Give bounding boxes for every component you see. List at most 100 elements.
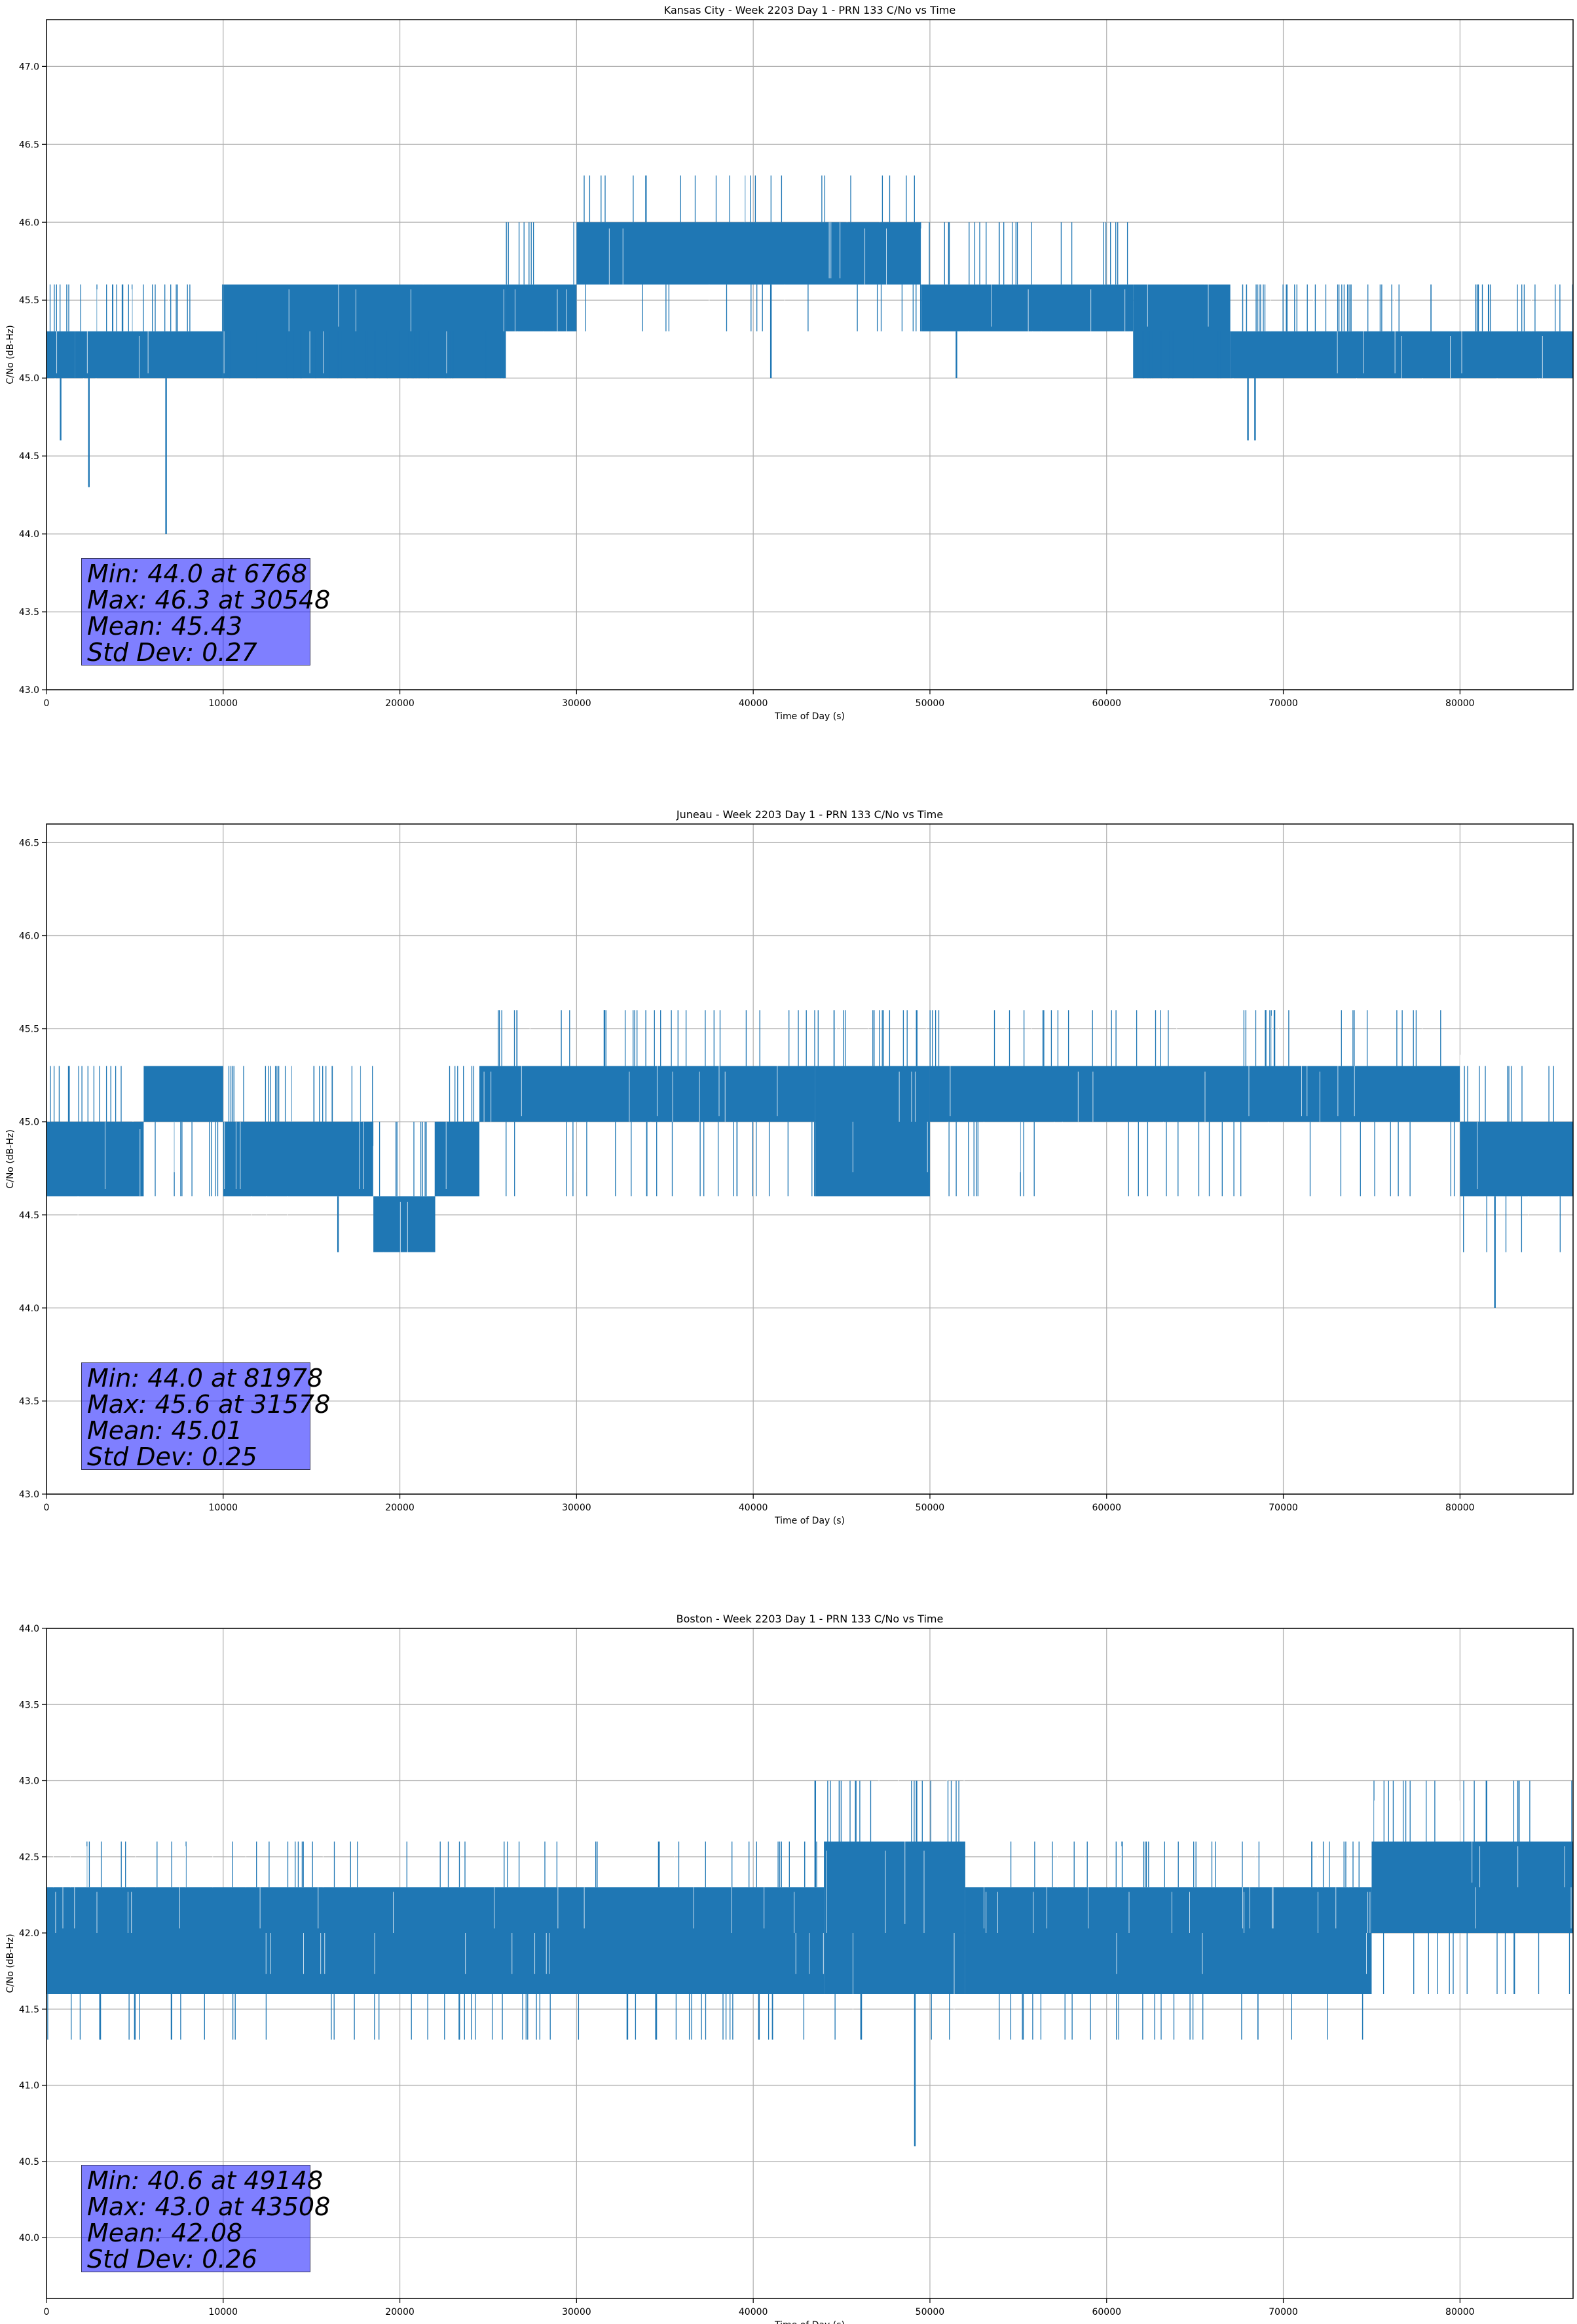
x-tick-label: 60000 [1092, 698, 1121, 709]
x-tick-label: 10000 [209, 2307, 238, 2317]
series-gap [608, 166, 921, 341]
y-tick-label: 43.5 [19, 1700, 39, 1710]
x-tick-label: 60000 [1092, 2307, 1121, 2317]
axes-frame [46, 823, 1574, 1495]
stats-box-boston: Min: 40.6 at 49148 Max: 43.0 at 43508 Me… [81, 2165, 331, 2274]
series-line [155, 1121, 219, 1197]
chart-boston: 0 10000 20000 30000 40000 50000 60000 70000 8000… [5, 1613, 1574, 2324]
series-band [815, 1066, 930, 1197]
series-line [498, 1010, 815, 1197]
chart-title: Juneau - Week 2203 Day 1 - PRN 133 C/No … [676, 808, 943, 821]
series-band [223, 284, 506, 379]
stat-mean: Mean: 42.08 [87, 2219, 243, 2247]
series-gap [83, 289, 169, 421]
chart-title: Boston - Week 2203 Day 1 - PRN 133 C/No … [677, 1613, 944, 1625]
series-band [435, 1121, 479, 1197]
series-band [506, 284, 577, 331]
series-line [49, 284, 69, 331]
x-tick-label: 70000 [1269, 1503, 1298, 1513]
series-line [1142, 331, 1221, 379]
chart-title: Kansas City - Week 2203 Day 1 - PRN 133 … [664, 4, 955, 16]
y-tick-label: 45.5 [19, 295, 39, 306]
y-tick-label: 44.0 [19, 529, 39, 540]
series-band [46, 1121, 144, 1197]
y-tick-label: 47.0 [19, 62, 39, 72]
x-tick-label: 60000 [1092, 1503, 1121, 1513]
series-band [75, 331, 223, 379]
y-tick-label: 46.5 [19, 838, 39, 848]
x-axis-label: Time of Day (s) [774, 2320, 845, 2324]
x-tick-label: 80000 [1445, 2307, 1475, 2317]
series-gap [1460, 1055, 1559, 1264]
series-gap [54, 331, 58, 421]
series-line [929, 222, 1128, 285]
y-axis: 43.0 43.5 44.0 44.5 45.0 45.5 46.0 46.5 47.0 [19, 62, 46, 696]
series-trace [46, 1010, 1573, 1308]
series-gap [483, 1015, 789, 1172]
y-tick-label: 41.0 [19, 2081, 39, 2091]
y-tick-label: 43.0 [19, 685, 39, 696]
stat-max: Max: 46.3 at 30548 [87, 586, 331, 614]
y-tick-label: 43.0 [19, 1490, 39, 1500]
stat-max: Max: 43.0 at 43508 [87, 2192, 331, 2221]
series-band [143, 1066, 223, 1122]
y-tick-label: 43.5 [19, 607, 39, 618]
x-tick-label: 20000 [385, 1503, 415, 1513]
y-tick-label: 46.0 [19, 217, 39, 228]
series-gap [948, 1015, 1422, 1172]
y-tick-label: 45.0 [19, 373, 39, 384]
y-axis-label: C/No (dB-Hz) [5, 1934, 16, 1993]
stat-min: Min: 44.0 at 81978 [87, 1364, 324, 1393]
stat-mean: Mean: 45.43 [87, 612, 243, 641]
y-tick-label: 44.5 [19, 451, 39, 462]
x-tick-label: 20000 [385, 698, 415, 709]
axes-frame [46, 1628, 1574, 2299]
series-line [47, 1841, 817, 2040]
series-line [817, 1010, 918, 1066]
x-tick-label: 0 [44, 2307, 50, 2317]
series-band [1460, 1121, 1573, 1197]
chart-juneau: 0 10000 20000 30000 40000 50000 60000 70000 8000… [5, 808, 1574, 1526]
series-trace [46, 1759, 1573, 2146]
series-band [965, 1887, 1372, 1994]
series-line [1242, 284, 1573, 331]
series-band [223, 1121, 374, 1197]
series-gap [223, 242, 504, 373]
series-gap [836, 1015, 928, 1172]
series-line [80, 284, 223, 331]
x-tick-label: 40000 [739, 1503, 768, 1513]
series-band [824, 1841, 965, 1994]
series-band [1133, 284, 1231, 379]
series-line [228, 1066, 373, 1122]
series-band [373, 1196, 436, 1252]
x-tick-label: 80000 [1445, 698, 1475, 709]
y-tick-label: 40.0 [19, 2233, 39, 2243]
series-gap [506, 289, 567, 373]
series-line [379, 1121, 436, 1197]
series-gap [224, 1055, 364, 1264]
stats-box-kansas-city: Min: 44.0 at 6768 Max: 46.3 at 30548 Mea… [81, 558, 331, 665]
x-tick-label: 50000 [916, 1503, 945, 1513]
stat-std-dev: Std Dev: 0.25 [87, 1442, 257, 1471]
stat-min: Min: 44.0 at 6768 [87, 559, 307, 588]
stats-box-juneau: Min: 44.0 at 81978 Max: 45.6 at 31578 Me… [81, 1362, 331, 1471]
series-gap [1233, 289, 1572, 421]
series-gap [1374, 1800, 1572, 1929]
x-tick-label: 30000 [562, 2307, 591, 2317]
series-band [46, 1887, 825, 1994]
x-tick-label: 30000 [562, 1503, 591, 1513]
series-gap [373, 1146, 408, 1303]
series-line [1463, 1066, 1561, 1252]
stat-max: Max: 45.6 at 31578 [87, 1390, 331, 1419]
series-trace [46, 166, 1573, 534]
y-tick-label: 43.0 [19, 1776, 39, 1787]
y-axis-label: C/No (dB-Hz) [5, 1129, 16, 1188]
y-tick-label: 42.5 [19, 1852, 39, 1863]
stat-std-dev: Std Dev: 0.26 [87, 2245, 257, 2274]
x-tick-label: 10000 [209, 1503, 238, 1513]
y-tick-label: 41.5 [19, 2004, 39, 2015]
x-tick-label: 50000 [916, 698, 945, 709]
x-tick-label: 30000 [562, 698, 591, 709]
y-tick-label: 45.5 [19, 1024, 39, 1035]
